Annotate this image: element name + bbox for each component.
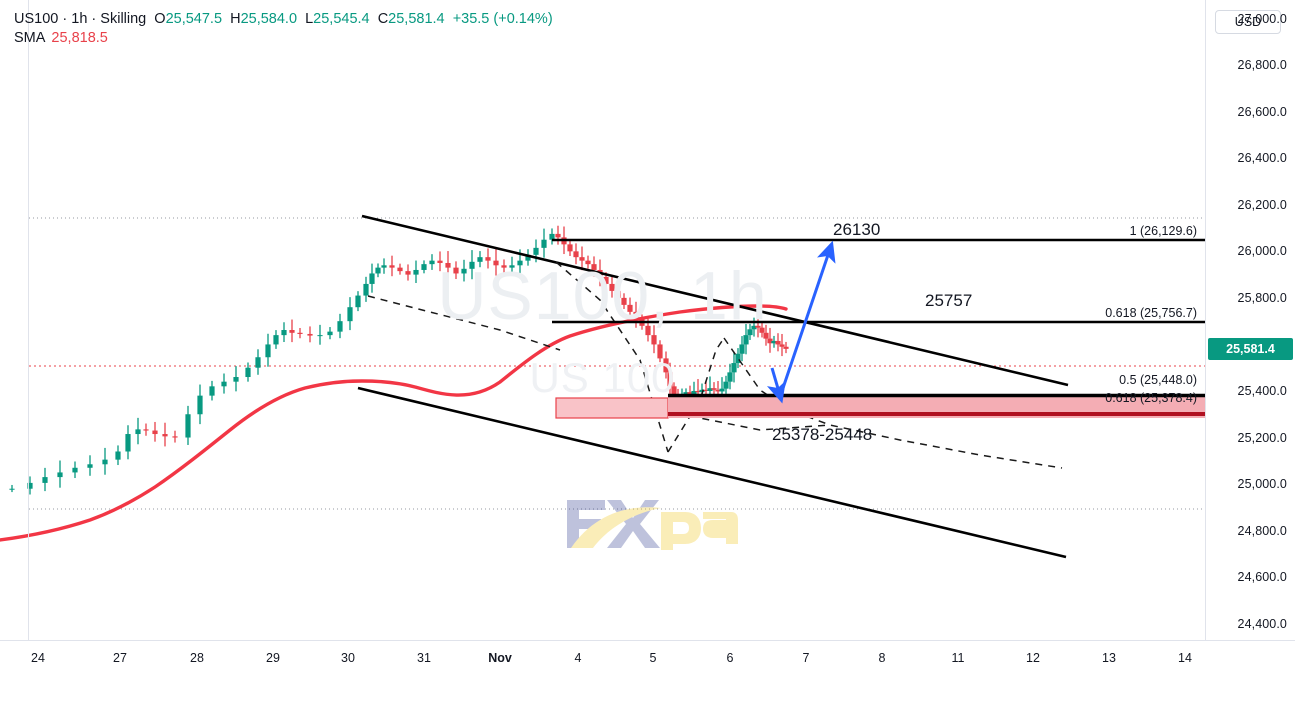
time-axis[interactable]: 24 27 28 29 30 31 Nov 4 5 6 7 8 11 12 13 14: [0, 641, 1205, 702]
time-tick-30: 30: [341, 651, 355, 665]
legend-high-label: H: [230, 11, 241, 27]
legend-high-value: 25,584.0: [240, 11, 298, 27]
currency-badge[interactable]: USD: [1215, 10, 1281, 34]
time-tick-28: 28: [190, 651, 204, 665]
fib-label-0618-upper: 0.618 (25,756.7): [1105, 306, 1197, 320]
legend-row-sma: SMA 25,818.5: [14, 29, 553, 48]
time-tick-11: 11: [951, 651, 965, 665]
time-tick-29: 29: [266, 651, 280, 665]
price-tick-270000: 27,000.0: [1237, 11, 1287, 26]
price-tick-268000: 26,800.0: [1237, 58, 1287, 73]
legend-sep-2: ·: [91, 11, 97, 27]
legend-close-label: C: [377, 11, 389, 27]
chart-legend[interactable]: US100 · 1h · Skilling O25,547.5 H25,584.…: [14, 10, 553, 48]
grid-lines: [29, 217, 1205, 510]
price-tick-244000: 24,400.0: [1237, 616, 1287, 631]
fib-label-05: 0.5 (25,448.0): [1119, 373, 1197, 387]
chart-canvas: [0, 214, 1205, 559]
legend-low-value: 25,545.4: [313, 11, 370, 27]
price-tick-252000: 25,200.0: [1237, 430, 1287, 445]
time-tick-nov: Nov: [488, 651, 512, 665]
legend-low-label: L: [305, 11, 314, 27]
annotation-zone-range: 25378-25448: [772, 425, 873, 444]
time-tick-7: 7: [802, 651, 810, 665]
plot-right-border: [1205, 0, 1206, 640]
fib-label-0618-lower: 0.618 (25,378.4): [1105, 391, 1197, 405]
time-tick-12: 12: [1026, 651, 1040, 665]
annotation-26130: 26130: [833, 220, 881, 239]
price-tick-262000: 26,200.0: [1237, 197, 1287, 212]
legend-open-value: 25,547.5: [165, 11, 223, 27]
legend-sma-label[interactable]: SMA: [14, 30, 46, 46]
last-price-badge: 25,581.4: [1208, 337, 1293, 360]
price-tick-260000: 26,000.0: [1237, 244, 1287, 259]
price-tick-258000: 25,800.0: [1237, 290, 1287, 305]
price-tick-246000: 24,600.0: [1237, 570, 1287, 585]
legend-close-value: 25,581.4: [388, 11, 445, 27]
price-tick-250000: 25,000.0: [1237, 477, 1287, 492]
annotation-25757: 25757: [925, 291, 973, 310]
legend-change: +35.5 (+0.14%): [452, 11, 553, 27]
price-tick-248000: 24,800.0: [1237, 523, 1287, 538]
price-tick-254000: 25,400.0: [1237, 383, 1287, 398]
time-tick-31: 31: [417, 651, 431, 665]
legend-sma-value: 25,818.5: [51, 30, 108, 46]
legend-row-ohlc: US100 · 1h · Skilling O25,547.5 H25,584.…: [14, 10, 553, 29]
time-tick-8: 8: [878, 651, 886, 665]
fib-label-1: 1 (26,129.6): [1129, 224, 1197, 238]
time-tick-24: 24: [31, 651, 45, 665]
legend-open-label: O: [154, 11, 166, 27]
trend-channel: [357, 214, 1069, 559]
time-tick-13: 13: [1102, 651, 1116, 665]
price-tick-266000: 26,600.0: [1237, 104, 1287, 119]
price-tick-264000: 26,400.0: [1237, 151, 1287, 166]
candlestick-series: [9, 225, 789, 495]
plot-left-border: [28, 0, 29, 640]
time-tick-14: 14: [1178, 651, 1192, 665]
chart-plot-area[interactable]: US100, 1h US 100: [0, 0, 1205, 640]
zone-box-left: [555, 397, 669, 419]
time-tick-4: 4: [574, 651, 582, 665]
plot-bottom-border: [0, 640, 1295, 641]
sma-line: [0, 304, 788, 542]
legend-sep-1: ·: [62, 11, 68, 27]
legend-symbol[interactable]: US100: [14, 11, 59, 27]
legend-broker[interactable]: Skilling: [100, 11, 147, 27]
legend-interval[interactable]: 1h: [71, 11, 88, 27]
time-tick-5: 5: [649, 651, 657, 665]
price-axis[interactable]: USD 27,000.0 26,800.0 26,600.0 26,400.0 26,2…: [1206, 0, 1295, 640]
time-tick-27: 27: [113, 651, 127, 665]
time-tick-6: 6: [726, 651, 734, 665]
projection-arrow: [766, 240, 836, 404]
